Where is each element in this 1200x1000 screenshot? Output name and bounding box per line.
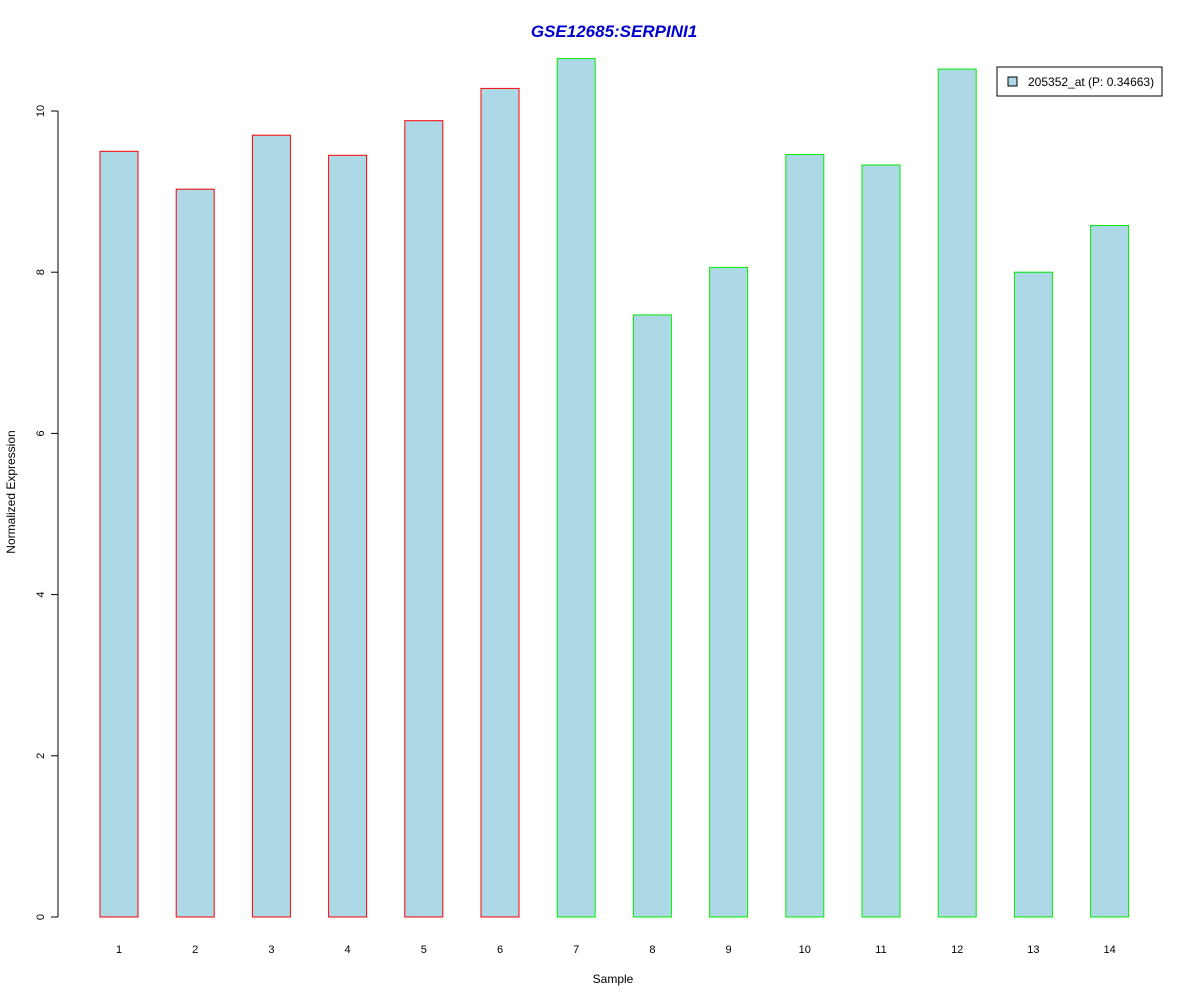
- y-axis: 0 2 4 6 8 10: [35, 105, 59, 920]
- x-tick-label: 7: [573, 944, 579, 956]
- bar-sample-2: [175, 188, 215, 918]
- y-tick-label: 0: [35, 914, 47, 920]
- x-tick-label: 2: [192, 944, 198, 956]
- x-tick-label: 11: [875, 944, 886, 956]
- bar-sample-8: [632, 314, 672, 918]
- bar-sample-6: [480, 87, 520, 918]
- x-tick-label: 10: [799, 944, 811, 956]
- chart-title: GSE12685:SERPINI1: [531, 22, 697, 41]
- x-axis-label: Sample: [593, 972, 634, 986]
- x-tick-label: 3: [268, 944, 274, 956]
- y-tick-label: 8: [35, 269, 47, 275]
- legend-swatch: [1007, 76, 1018, 87]
- y-tick-label: 4: [35, 592, 47, 598]
- bar-sample-11: [861, 164, 901, 918]
- y-tick-label: 2: [35, 753, 47, 759]
- y-tick-label: 6: [35, 430, 47, 436]
- bar-sample-9: [709, 266, 749, 918]
- x-tick-label: 1: [116, 944, 122, 956]
- bar-sample-14: [1090, 225, 1130, 918]
- y-axis-label: Normalized Expression: [4, 430, 18, 553]
- x-tick-label: 12: [951, 944, 963, 956]
- x-tick-label: 5: [421, 944, 427, 956]
- x-tick-label: 14: [1103, 944, 1115, 956]
- legend-box: [996, 66, 1163, 97]
- x-tick-label: 6: [497, 944, 503, 956]
- bar-sample-12: [937, 68, 977, 918]
- legend-label: 205352_at (P: 0.34663): [1028, 75, 1154, 89]
- bar-sample-4: [328, 154, 368, 918]
- x-tick-label: 13: [1027, 944, 1039, 956]
- bar-sample-7: [556, 58, 596, 918]
- x-tick-label: 8: [649, 944, 655, 956]
- x-tick-labels: 1 2 3 4 5 6 7 8 9 10 11 12 13 14: [116, 944, 1116, 956]
- bar-sample-3: [251, 134, 291, 918]
- bar-sample-10: [785, 154, 825, 918]
- x-tick-label: 4: [345, 944, 351, 956]
- bars: [99, 58, 1130, 918]
- legend: 205352_at (P: 0.34663): [996, 66, 1163, 97]
- x-tick-label: 9: [726, 944, 732, 956]
- bar-sample-13: [1013, 271, 1053, 918]
- bar-sample-5: [404, 120, 444, 918]
- bar-sample-1: [99, 150, 139, 918]
- y-tick-label: 10: [35, 105, 47, 117]
